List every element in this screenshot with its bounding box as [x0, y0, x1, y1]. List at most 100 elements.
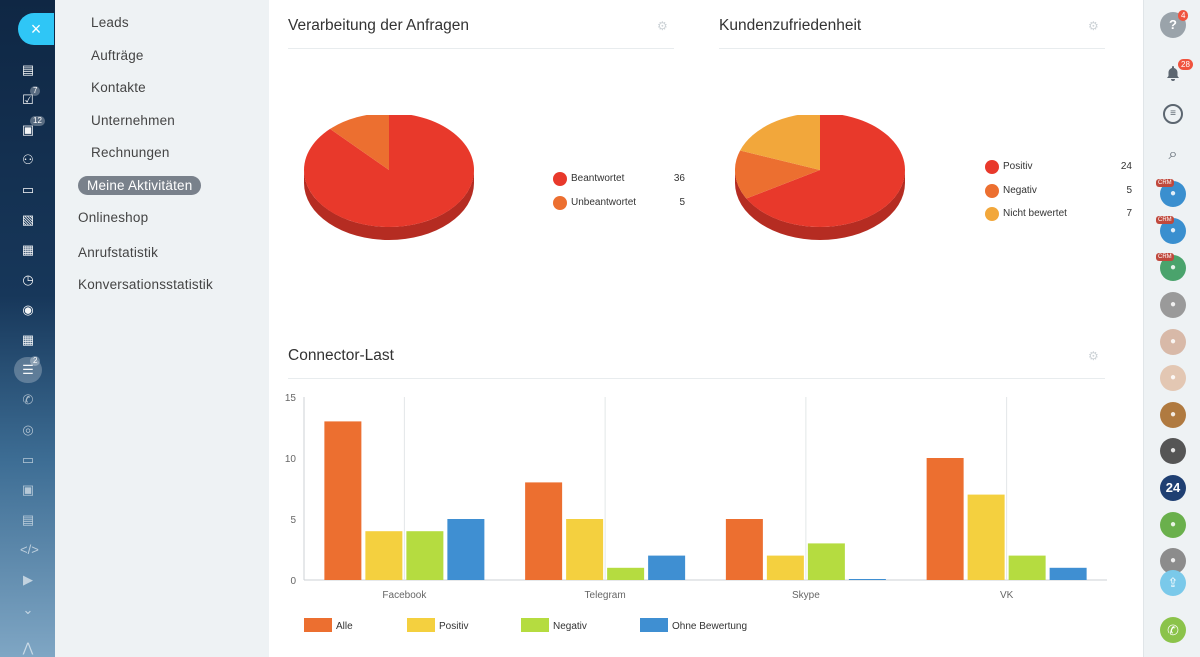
satisfaction-pie-chart [735, 115, 905, 240]
contact-avatar[interactable]: ● [1160, 548, 1186, 574]
chat-badge: 12 [30, 116, 45, 126]
bar-skype-alle[interactable] [725, 519, 763, 580]
submenu-item-konversationsstatistik[interactable]: Konversationsstatistik [78, 277, 213, 292]
time-icon[interactable]: ◷ [22, 272, 34, 287]
submenu-item-rechnungen[interactable]: Rechnungen [91, 145, 170, 160]
close-menu-button[interactable]: × [18, 13, 54, 45]
chat-icon[interactable]: ▣ [21, 122, 35, 137]
connector-divider [288, 378, 1105, 379]
requests-legend-label: Unbeantwortet [571, 196, 637, 208]
satisfaction-legend-value: 7 [1126, 208, 1132, 219]
apps-icon[interactable]: ▦ [21, 332, 35, 347]
feed-icon[interactable]: ▤ [21, 62, 35, 77]
y-tick-label: 5 [290, 515, 296, 526]
bar-legend-swatch [640, 618, 668, 632]
x-tick-label: Telegram [585, 590, 626, 601]
bar-vk-ohne-bewertung[interactable] [1049, 567, 1087, 580]
requests-legend-value: 36 [673, 173, 685, 184]
tasks-badge: 7 [30, 86, 41, 96]
satisfaction-pie-slice-negativ[interactable] [735, 150, 820, 199]
requests-pie-slice-beantwortet[interactable] [304, 115, 474, 227]
filter-badge: 2 [30, 356, 41, 366]
satisfaction-pie-side [735, 170, 905, 240]
submenu-item-kontakte[interactable]: Kontakte [91, 80, 146, 95]
share-screen-icon[interactable]: ⇪ [1160, 570, 1186, 596]
contact-avatar[interactable]: ● [1160, 329, 1186, 355]
bar-facebook-ohne-bewertung[interactable] [447, 519, 485, 580]
bar-vk-positiv[interactable] [967, 494, 1005, 580]
crm-badge: CRM [1156, 253, 1174, 261]
contact-card-icon[interactable]: ▣ [21, 482, 35, 497]
bar-facebook-positiv[interactable] [365, 531, 403, 580]
contact-avatar[interactable]: ● [1160, 365, 1186, 391]
submenu-item-auftraege[interactable]: Aufträge [91, 48, 144, 63]
bar-skype-ohne-bewertung[interactable] [848, 579, 886, 580]
submenu-item-meine-aktivitaeten[interactable]: Meine Aktivitäten [78, 176, 202, 195]
x-tick-label: Facebook [382, 590, 427, 601]
requests-divider [288, 48, 674, 49]
messenger-search-icon[interactable]: ≡ [1163, 104, 1183, 124]
submenu-item-leads[interactable]: Leads [91, 15, 129, 30]
bar-vk-negativ[interactable] [1008, 555, 1046, 580]
notifications-bell-icon[interactable] [1160, 61, 1186, 87]
search-icon[interactable]: ⌕ [1168, 146, 1178, 163]
satisfaction-legend-dot [985, 160, 999, 174]
satisfaction-legend-dot [985, 207, 999, 221]
satisfaction-pie-slice-positiv[interactable] [746, 115, 905, 227]
y-tick-label: 0 [290, 576, 296, 587]
more-icon[interactable]: ⌄ [22, 602, 34, 617]
bitrix24-avatar[interactable]: 24 [1160, 475, 1186, 501]
contact-avatar[interactable]: ● [1160, 438, 1186, 464]
left-navigation-rail: × ▤ ☑ 7 ▣ 12 ⚇ ▭ ▧ ▦ ◷ ◉ ▦ ☰ 2 ✆ ◎ ▭ ▣ ▤ </> ▶ ⌄ ⋀ [0, 0, 55, 657]
submenu-item-unternehmen[interactable]: Unternehmen [91, 113, 175, 128]
bar-telegram-ohne-bewertung[interactable] [648, 555, 686, 580]
requests-panel-title: Verarbeitung der Anfragen [288, 17, 469, 34]
filter-icon[interactable]: ☰ [22, 362, 34, 377]
notifications-badge: 28 [1178, 59, 1193, 70]
satisfaction-legend-label: Negativ [1003, 184, 1037, 196]
bar-vk-alle[interactable] [926, 458, 964, 580]
contact-avatar[interactable]: ● [1160, 512, 1186, 538]
connector-settings-gear-icon[interactable]: ⚙ [1088, 349, 1099, 363]
requests-pie-side [304, 170, 474, 240]
robot-icon[interactable]: ◉ [22, 302, 34, 317]
bar-legend-swatch [407, 618, 435, 632]
call-phone-icon[interactable]: ✆ [1160, 617, 1186, 643]
satisfaction-settings-gear-icon[interactable]: ⚙ [1088, 19, 1099, 33]
tasks-icon[interactable]: ☑ [22, 92, 34, 107]
bar-facebook-negativ[interactable] [406, 531, 444, 580]
target-icon[interactable]: ◎ [22, 422, 34, 437]
requests-legend-value: 5 [679, 196, 685, 208]
groups-icon[interactable]: ⚇ [22, 152, 34, 167]
bar-facebook-alle[interactable] [324, 421, 362, 580]
bar-legend-label: Ohne Bewertung [672, 621, 747, 632]
submenu-item-anrufstatistik[interactable]: Anrufstatistik [78, 245, 159, 260]
satisfaction-legend-value: 5 [1126, 184, 1132, 196]
drive-icon[interactable]: ▭ [21, 182, 35, 197]
bar-skype-positiv[interactable] [766, 555, 804, 580]
requests-pie-slice-unbeantwortet[interactable] [330, 115, 389, 170]
satisfaction-legend-label: Positiv [1003, 161, 1033, 172]
bar-skype-negativ[interactable] [807, 543, 845, 580]
documents-icon[interactable]: ▧ [21, 212, 35, 227]
calendar-icon[interactable]: ▦ [21, 242, 35, 257]
requests-settings-gear-icon[interactable]: ⚙ [657, 19, 668, 33]
knowledge-icon[interactable]: ▤ [21, 512, 35, 527]
bar-legend-label: Alle [336, 621, 353, 632]
bar-telegram-negativ[interactable] [607, 567, 645, 580]
sites-icon[interactable]: ▭ [21, 452, 35, 467]
submenu-item-onlineshop[interactable]: Onlineshop [78, 210, 149, 225]
bar-telegram-positiv[interactable] [566, 519, 604, 580]
bar-telegram-alle[interactable] [525, 482, 563, 580]
code-icon[interactable]: </> [20, 542, 39, 557]
structure-icon[interactable]: ⋀ [22, 640, 34, 655]
x-tick-label: Skype [792, 590, 820, 601]
contact-avatar[interactable]: ● [1160, 402, 1186, 428]
phone-icon[interactable]: ✆ [22, 392, 34, 407]
requests-legend-label: Beantwortet [571, 173, 625, 184]
close-icon: × [30, 19, 42, 39]
video-icon[interactable]: ▶ [23, 572, 33, 587]
contact-avatar[interactable]: ● [1160, 292, 1186, 318]
right-sidebar: ? 4 28 ≡ ⌕ ● CRM ● CRM ● CRM ● ● ● ● ● 24 ● ● ⇪ ✆ [1143, 0, 1200, 657]
satisfaction-pie-slice-nicht-bewertet[interactable] [740, 115, 820, 170]
